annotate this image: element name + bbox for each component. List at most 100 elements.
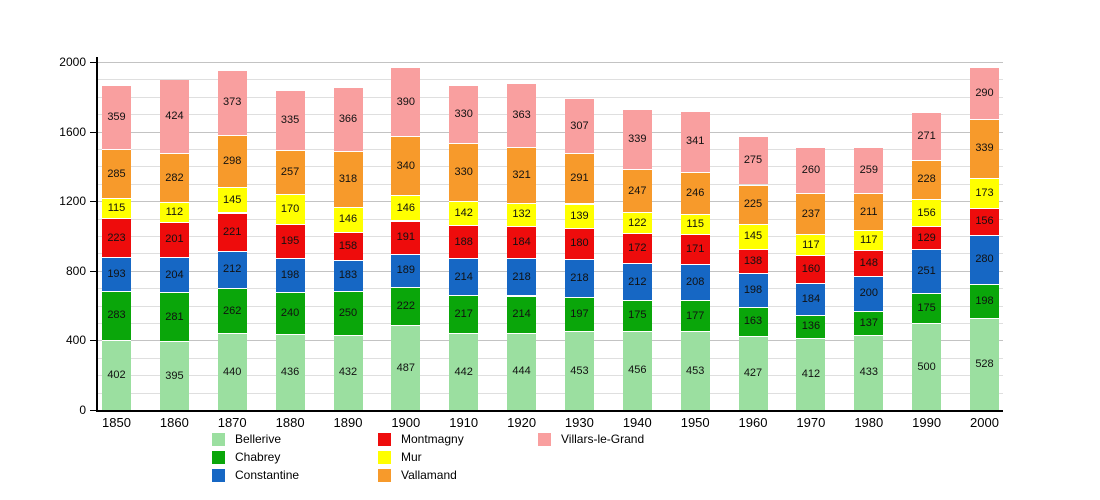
- bar-segment-vallamand: 321: [507, 146, 537, 203]
- major-gridline: [97, 62, 1003, 63]
- bar-segment-mur: 156: [912, 199, 942, 227]
- segment-value-label: 366: [338, 112, 358, 125]
- segment-value-label: 204: [165, 268, 184, 281]
- segment-value-label: 250: [338, 307, 358, 320]
- bar-segment-montmagny: 148: [854, 250, 884, 277]
- bar-segment-montmagny: 129: [912, 226, 942, 249]
- segment-value-label: 291: [570, 172, 589, 185]
- bar-1890: 432 250 183 158 146 318 366: [333, 0, 363, 410]
- bar-segment-montmagny: 172: [622, 233, 652, 264]
- bar-segment-montmagny: 191: [391, 220, 421, 254]
- y-axis-tick-label: 0: [79, 403, 86, 417]
- bar-segment-montmagny: 188: [449, 225, 479, 259]
- bar-segment-bellerive: 412: [796, 338, 826, 410]
- bar-segment-constantine: 280: [970, 235, 999, 284]
- segment-value-label: 222: [396, 299, 415, 312]
- segment-value-label: 307: [570, 119, 589, 132]
- y-axis-tick: [90, 201, 97, 203]
- bar-segment-vallamand: 237: [796, 193, 826, 235]
- y-axis-tick: [90, 131, 97, 133]
- x-axis-tick-label: 1940: [622, 415, 652, 430]
- bar-segment-constantine: 218: [507, 257, 537, 296]
- segment-value-label: 432: [338, 366, 358, 379]
- bar-1910: 442 217 214 188 142 330 330: [449, 0, 479, 410]
- segment-value-label: 373: [223, 96, 242, 109]
- bar-segment-bellerive: 433: [854, 334, 884, 410]
- bar-segment-bellerive: 453: [680, 331, 710, 410]
- segment-value-label: 395: [165, 369, 184, 382]
- bar-segment-constantine: 208: [680, 264, 710, 301]
- x-axis-tick-label: 1880: [275, 415, 305, 430]
- segment-value-label: 115: [107, 202, 126, 215]
- bar-segment-mur: 139: [564, 203, 594, 228]
- bar-segment-vallamand: 211: [854, 193, 884, 230]
- bar-segment-constantine: 212: [622, 263, 652, 301]
- segment-value-label: 257: [280, 166, 300, 179]
- bar-segment-chabrey: 214: [507, 295, 537, 333]
- bar-2000: 528 198 280 156 173 339 290: [970, 0, 999, 410]
- segment-value-label: 173: [975, 186, 994, 199]
- bar-1950: 453 177 208 171 115 246 341: [680, 0, 710, 410]
- bar-segment-chabrey: 175: [622, 300, 652, 331]
- bar-1930: 453 197 218 180 139 291 307: [564, 0, 594, 410]
- segment-value-label: 160: [801, 262, 821, 275]
- y-axis-tick: [90, 62, 97, 63]
- bar-segment-bellerive: 436: [275, 334, 305, 410]
- bar-segment-chabrey: 222: [391, 286, 421, 326]
- bar-segment-mur: 142: [449, 200, 479, 226]
- segment-value-label: 171: [686, 243, 705, 256]
- segment-value-label: 129: [917, 231, 936, 244]
- segment-value-label: 145: [743, 230, 763, 243]
- y-axis-tick-label: 1200: [59, 194, 86, 209]
- segment-value-label: 528: [975, 358, 994, 371]
- segment-value-label: 188: [454, 235, 473, 248]
- y-axis-tick-label: 2000: [59, 55, 86, 69]
- x-axis-tick-label: 1980: [854, 415, 884, 430]
- segment-value-label: 260: [801, 164, 821, 177]
- bar-segment-constantine: 218: [564, 259, 594, 297]
- bar-segment-mur: 146: [333, 206, 363, 232]
- segment-value-label: 158: [338, 239, 358, 252]
- segment-value-label: 442: [454, 365, 473, 378]
- segment-value-label: 280: [975, 253, 994, 266]
- segment-value-label: 142: [454, 207, 473, 220]
- bar-segment-villars-le-grand: 390: [391, 68, 421, 136]
- bar-segment-vallamand: 340: [391, 136, 421, 196]
- segment-value-label: 198: [280, 269, 300, 282]
- y-axis-tick-label: 400: [65, 333, 86, 348]
- segment-value-label: 283: [107, 309, 126, 322]
- bar-segment-villars-le-grand: 366: [333, 87, 363, 152]
- segment-value-label: 177: [686, 309, 705, 322]
- segment-value-label: 189: [396, 264, 415, 277]
- bar-segment-vallamand: 291: [564, 152, 594, 204]
- bar-segment-villars-le-grand: 260: [796, 148, 826, 194]
- bar-segment-bellerive: 432: [333, 334, 363, 410]
- segment-value-label: 175: [917, 301, 936, 314]
- segment-value-label: 201: [165, 233, 184, 246]
- bar-segment-bellerive: 456: [622, 330, 652, 410]
- x-axis-tick-label: 1970: [796, 415, 826, 430]
- minor-gridline: [97, 218, 1003, 220]
- segment-value-label: 183: [338, 269, 358, 282]
- bar-segment-mur: 115: [102, 198, 131, 219]
- bar-1850: 402 283 193 223 115 285 359: [102, 0, 131, 410]
- minor-gridline: [97, 149, 1003, 150]
- segment-value-label: 115: [686, 218, 704, 231]
- segment-value-label: 275: [743, 153, 763, 166]
- segment-value-label: 298: [223, 155, 242, 168]
- bar-segment-bellerive: 440: [217, 333, 247, 410]
- segment-value-label: 132: [512, 208, 531, 221]
- bar-segment-constantine: 204: [159, 256, 189, 293]
- bar-segment-chabrey: 217: [449, 295, 479, 334]
- bar-segment-constantine: 214: [449, 258, 479, 296]
- segment-value-label: 251: [917, 264, 936, 277]
- bar-1900: 487 222 189 191 146 340 390: [391, 0, 421, 410]
- x-axis-tick-label: 1910: [449, 415, 479, 430]
- x-axis-tick-label: 1870: [217, 415, 247, 430]
- segment-value-label: 330: [454, 107, 473, 120]
- y-axis-line: [96, 57, 98, 412]
- segment-value-label: 146: [396, 201, 415, 214]
- minor-gridline: [97, 166, 1003, 168]
- y-axis-tick-label: 1600: [59, 124, 86, 139]
